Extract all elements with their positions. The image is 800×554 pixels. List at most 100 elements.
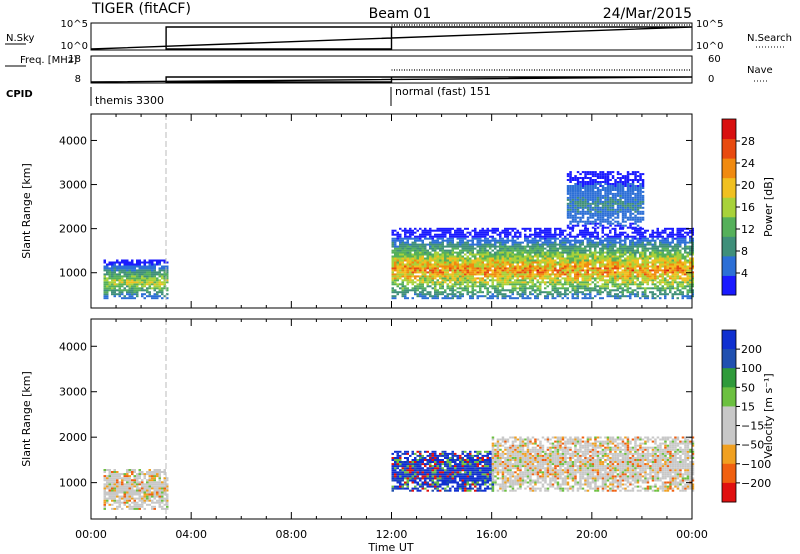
echo-cell [449, 245, 452, 248]
echo-cell [494, 265, 497, 268]
echo-cell [546, 273, 549, 276]
echo-cell [531, 259, 534, 262]
echo-cell [461, 241, 464, 244]
echo-cell [556, 273, 559, 276]
echo-cell [586, 189, 590, 191]
echo-cell [619, 245, 622, 248]
echo-cell [449, 297, 452, 300]
echo-cell [481, 295, 484, 298]
echo-cell [419, 269, 422, 272]
echo-cell [579, 233, 582, 236]
echo-cell [474, 229, 477, 232]
echo-cell [108, 269, 111, 272]
echo-cell [401, 275, 404, 278]
echo-cell [446, 253, 449, 256]
echo-cell [661, 281, 664, 284]
echo-cell [644, 287, 647, 290]
echo-cell [484, 259, 487, 262]
echo-cell [569, 241, 572, 244]
echo-cell [531, 247, 534, 250]
echo-cell [594, 204, 597, 207]
echo-cell [444, 291, 447, 294]
echo-cell [396, 235, 399, 238]
echo-cell [126, 501, 129, 504]
echo-cell [551, 259, 554, 262]
echo-cell [106, 285, 109, 288]
echo-cell [604, 200, 607, 203]
echo-cell [146, 281, 149, 284]
echo-cell [103, 283, 106, 286]
echo-cell [546, 237, 549, 240]
echo-cell [414, 245, 417, 248]
echo-cell [499, 293, 502, 296]
echo-cell [686, 233, 689, 236]
echo-cell [113, 263, 116, 266]
echo-cell [679, 249, 682, 252]
echo-cell [681, 287, 684, 290]
echo-cell [639, 216, 642, 219]
echo-cell [526, 275, 529, 278]
echo-cell [151, 297, 154, 300]
echo-cell [596, 255, 599, 258]
echo-cell [499, 273, 502, 276]
echo-cell [591, 267, 594, 270]
echo-cell [546, 277, 549, 280]
echo-cell [569, 265, 572, 268]
echo-cell [441, 279, 444, 282]
echo-cell [106, 273, 109, 276]
echo-cell [614, 235, 617, 238]
echo-cell [571, 190, 575, 193]
echo-cell [594, 269, 597, 272]
echo-cell [614, 194, 617, 197]
echo-cell [421, 245, 424, 248]
echo-cell [153, 265, 156, 268]
echo-cell [136, 271, 139, 274]
echo-cell [641, 273, 644, 276]
echo-cell [411, 273, 414, 276]
echo-cell [601, 287, 604, 290]
echo-cell [566, 257, 569, 260]
echo-cell [679, 259, 682, 262]
echo-cell [626, 187, 630, 189]
echo-cell [594, 173, 597, 176]
echo-cell [446, 227, 449, 230]
echo-cell [481, 253, 484, 256]
echo-cell [506, 237, 509, 240]
echo-cell [516, 293, 519, 296]
echo-cell [626, 291, 629, 294]
echo-cell [491, 255, 494, 258]
echo-cell [163, 261, 166, 264]
echo-cell [514, 227, 517, 230]
echo-cell [469, 253, 472, 256]
echo-cell [511, 235, 514, 238]
echo-cell [401, 293, 404, 296]
echo-cell [481, 245, 484, 248]
echo-cell [161, 267, 164, 270]
echo-cell [514, 287, 517, 290]
echo-cell [136, 259, 139, 262]
echo-cell [128, 493, 131, 496]
echo-cell [153, 297, 156, 300]
echo-cell [519, 247, 522, 250]
echo-cell [521, 261, 524, 264]
echo-cell [601, 235, 604, 238]
echo-cell [128, 495, 131, 498]
echo-cell [574, 216, 577, 219]
echo-cell [581, 208, 585, 211]
echo-cell [118, 269, 121, 272]
echo-cell [636, 247, 639, 250]
echo-cell [456, 283, 459, 286]
echo-cell [456, 245, 459, 248]
echo-cell [636, 241, 639, 244]
echo-cell [639, 271, 642, 274]
echo-cell [126, 505, 129, 508]
echo-cell [604, 255, 607, 258]
echo-cell [441, 233, 444, 236]
echo-cell [549, 259, 552, 262]
echo-cell [514, 247, 517, 250]
echo-cell [118, 271, 121, 274]
echo-cell [551, 273, 554, 276]
echo-cell [491, 263, 494, 266]
echo-cell [574, 291, 577, 294]
echo-cell [426, 251, 429, 254]
